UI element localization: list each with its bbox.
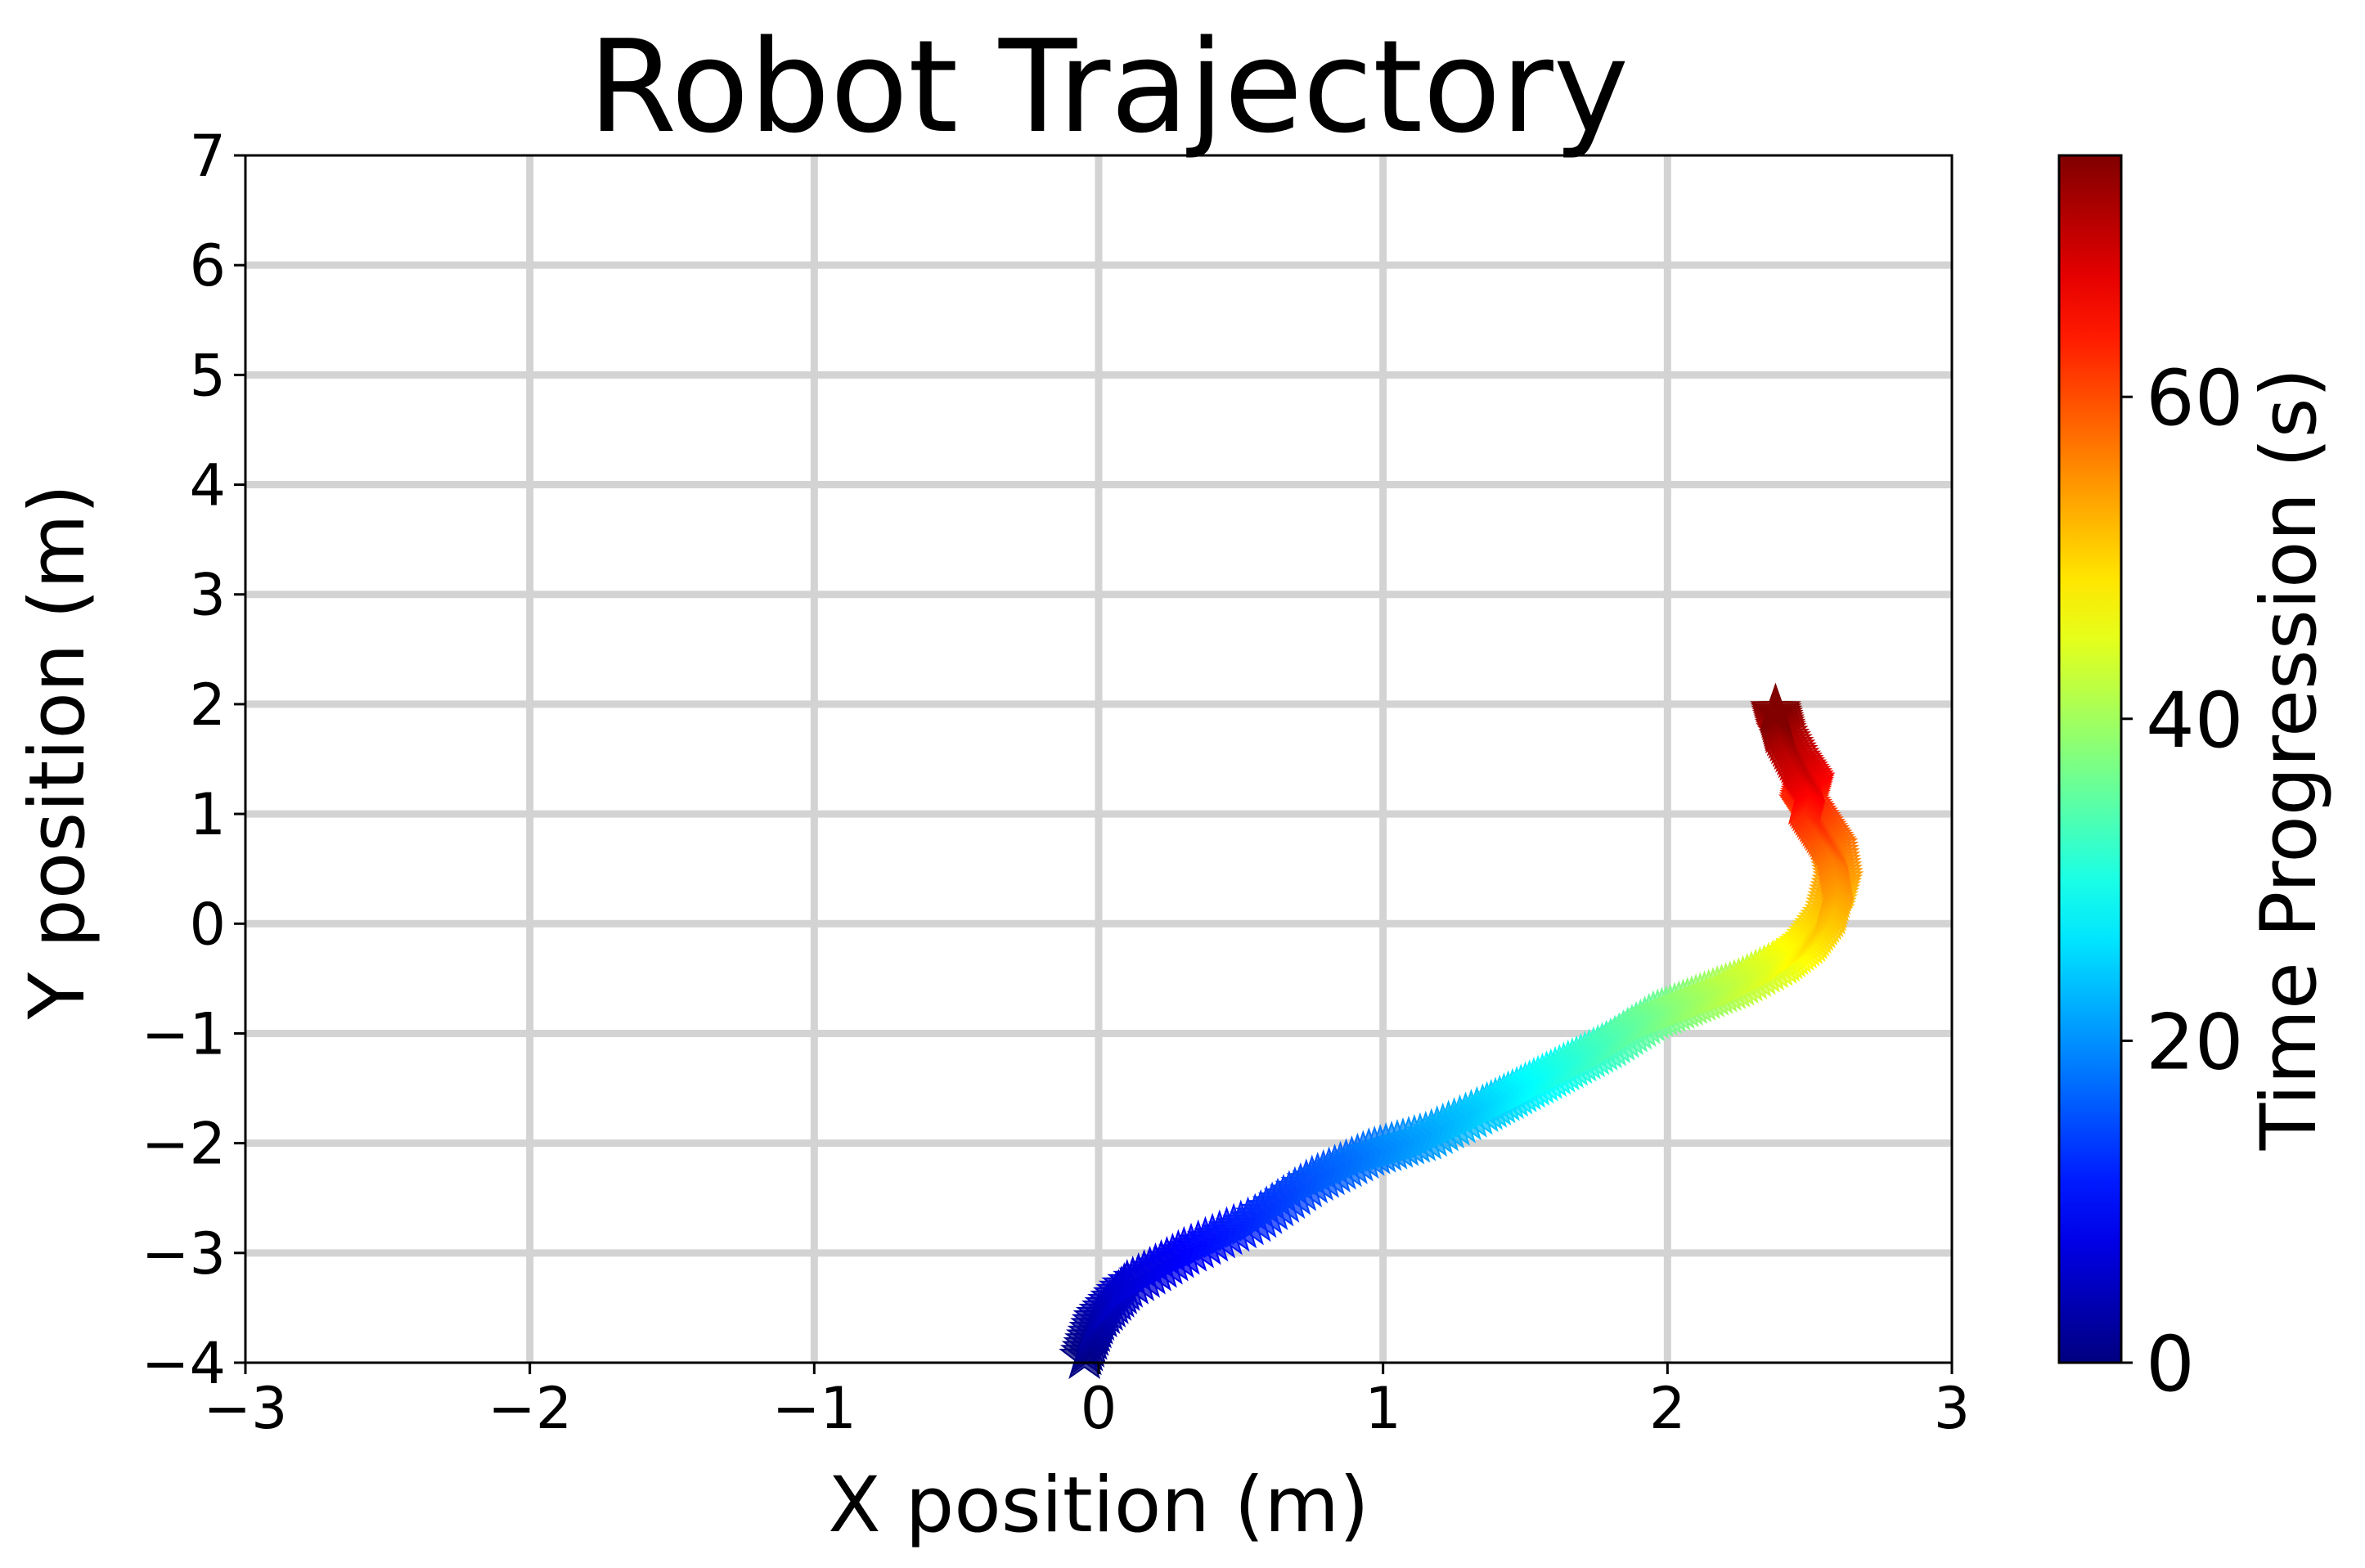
y-tick-label-11: 7 (189, 123, 226, 190)
colorbar-tick-label-3: 60 (2146, 354, 2244, 443)
x-tick-label-0: −3 (203, 1375, 287, 1442)
x-ticks: −3 −2 −1 0 1 2 3 (203, 1363, 1970, 1442)
colorbar: 0 20 40 60 Time Progression (s) (2057, 154, 2334, 1409)
x-axis-label: X position (m) (828, 1461, 1369, 1550)
y-tick-label-7: 3 (189, 562, 226, 629)
colorbar-label: Time Progression (s) (2245, 368, 2334, 1151)
y-tick-label-5: 1 (189, 781, 226, 848)
y-tick-label-1: −3 (142, 1220, 226, 1287)
y-tick-label-2: −2 (142, 1111, 226, 1178)
colorbar-tick-label-2: 40 (2146, 676, 2244, 766)
x-tick-label-6: 3 (1934, 1375, 1971, 1442)
colorbar-gradient (2057, 154, 2123, 1364)
y-tick-label-3: −1 (142, 1000, 226, 1067)
trajectory-point-250 (1750, 682, 1801, 732)
y-tick-label-10: 6 (189, 232, 226, 299)
x-tick-label-4: 1 (1365, 1375, 1401, 1442)
y-ticks: −4 −3 −2 −1 0 1 2 3 4 5 6 7 (142, 123, 245, 1397)
colorbar-tick-label-1: 20 (2146, 998, 2244, 1087)
x-tick-label-5: 2 (1649, 1375, 1686, 1442)
x-tick-label-2: −1 (772, 1375, 857, 1442)
y-tick-label-4: 0 (189, 891, 226, 958)
trajectory-points (1059, 682, 1864, 1380)
x-tick-label-1: −2 (488, 1375, 572, 1442)
colorbar-ticks: 0 20 40 60 (2121, 354, 2244, 1409)
chart-title: Robot Trajectory (588, 12, 1629, 161)
y-tick-label-0: −4 (142, 1330, 226, 1397)
y-axis-label: Y position (m) (13, 484, 102, 1020)
x-tick-label-3: 0 (1081, 1375, 1117, 1442)
y-tick-label-8: 4 (189, 452, 226, 519)
y-tick-label-9: 5 (189, 342, 226, 409)
grid-layer (245, 155, 1952, 1363)
y-tick-label-6: 2 (189, 672, 226, 739)
colorbar-tick-label-0: 0 (2146, 1320, 2195, 1409)
